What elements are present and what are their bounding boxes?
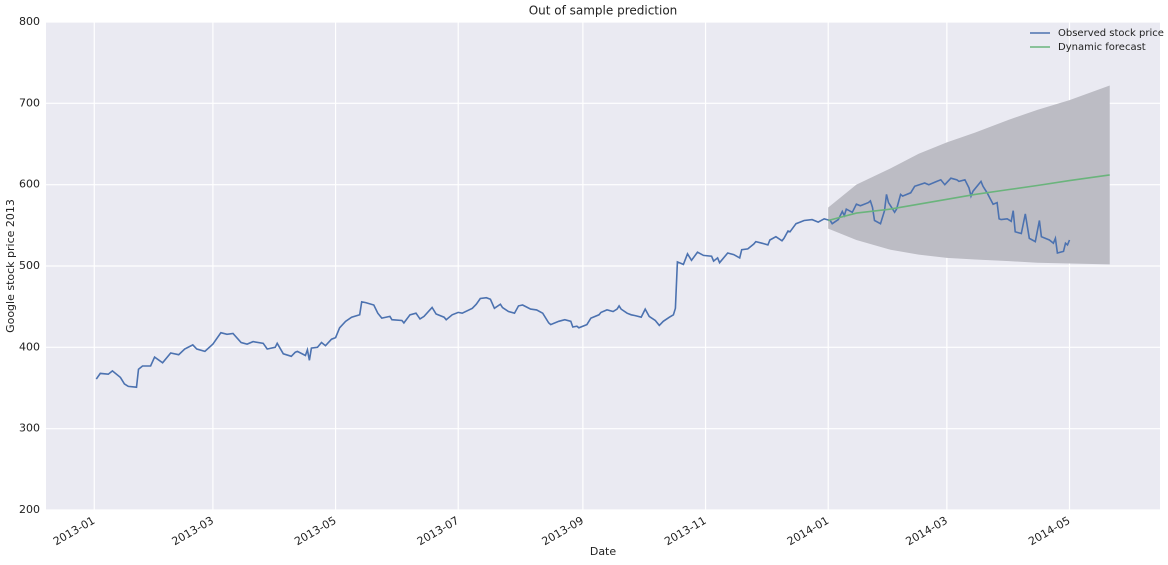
confidence-band (828, 85, 1110, 265)
y-tick-label: 800 (19, 15, 40, 28)
y-tick-label: 200 (19, 503, 40, 516)
x-axis-label: Date (590, 545, 617, 558)
series-line (827, 174, 1110, 222)
x-tick-label: 2014-05 (1026, 514, 1072, 548)
x-tick-label: 2014-01 (785, 514, 831, 548)
y-tick-label: 500 (19, 259, 40, 272)
y-axis-label: Google stock price 2013 (4, 199, 17, 333)
x-tick-label: 2014-03 (904, 514, 950, 548)
x-tick-label: 2013-11 (662, 514, 708, 548)
x-tick-label: 2013-01 (51, 514, 97, 548)
x-tick-label: 2013-09 (540, 514, 586, 548)
x-tick-label: 2013-05 (292, 514, 338, 548)
y-tick-label: 700 (19, 96, 40, 109)
y-tick-label: 600 (19, 178, 40, 191)
x-tick-label: 2013-07 (415, 514, 461, 548)
y-tick-label: 300 (19, 422, 40, 435)
legend-label: Dynamic forecast (1058, 42, 1146, 53)
legend-label: Observed stock price (1058, 28, 1164, 39)
chart-title: Out of sample prediction (529, 4, 678, 18)
y-tick-label: 400 (19, 340, 40, 353)
x-tick-label: 2013-03 (170, 514, 216, 548)
series-line (95, 177, 1071, 389)
